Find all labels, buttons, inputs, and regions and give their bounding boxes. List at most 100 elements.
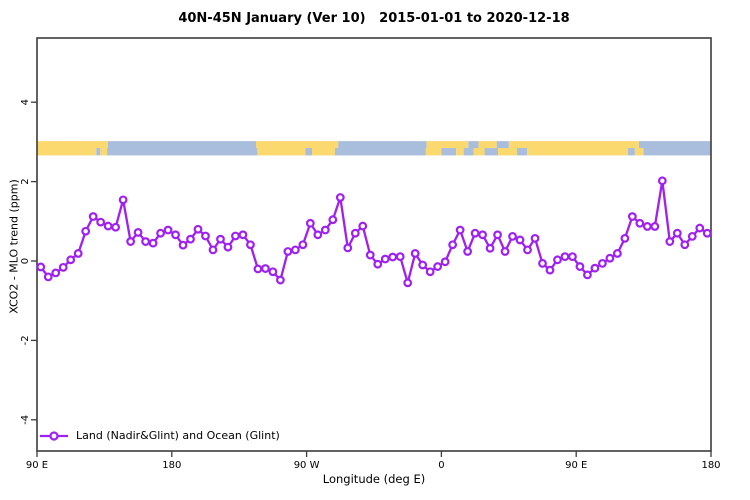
data-point-marker — [328, 215, 338, 225]
data-point-marker — [463, 247, 473, 256]
data-point-marker — [380, 254, 390, 264]
x-tick-label: 90 E — [565, 460, 587, 471]
data-point-marker — [553, 255, 562, 265]
map-band — [37, 141, 711, 156]
data-point-marker — [403, 278, 413, 288]
data-point-marker — [290, 245, 300, 255]
x-axis-ticks: 90 E 180 90 W 0 90 E 180 — [26, 451, 721, 471]
data-point-marker — [418, 260, 428, 270]
x-axis-label: Longitude (deg E) — [322, 472, 426, 486]
data-point-marker — [126, 237, 136, 246]
data-point-marker — [702, 228, 712, 238]
data-point-marker — [201, 231, 210, 241]
data-point-marker — [178, 240, 188, 250]
data-point-marker — [231, 231, 240, 241]
data-point-marker — [268, 267, 278, 277]
data-point-marker — [208, 245, 218, 255]
chart-title: 40N-45N January (Ver 10) 2015-01-01 to 2… — [178, 11, 570, 26]
data-point-marker — [373, 259, 383, 269]
data-point-marker — [253, 264, 263, 274]
data-point-marker — [598, 258, 607, 268]
data-point-marker — [216, 234, 225, 244]
data-point-marker — [43, 272, 53, 282]
data-point-marker — [642, 222, 652, 231]
data-point-marker — [335, 193, 345, 202]
data-point-marker — [575, 262, 585, 271]
data-series — [36, 176, 712, 288]
data-point-marker — [410, 249, 420, 258]
data-point-marker — [238, 230, 248, 240]
data-point-marker — [560, 252, 570, 262]
data-point-marker — [81, 226, 91, 236]
x-tick-label: 90 W — [294, 460, 320, 471]
data-point-marker — [433, 262, 443, 271]
x-tick-label: 0 — [438, 460, 444, 471]
x-tick-label: 180 — [701, 460, 720, 471]
data-point-marker — [103, 221, 113, 231]
data-point-marker — [627, 212, 637, 221]
y-tick-label: 0 — [20, 258, 31, 264]
data-point-marker — [275, 275, 285, 285]
data-point-marker — [111, 222, 121, 232]
data-point-marker — [508, 231, 517, 241]
data-point-marker — [193, 224, 203, 234]
data-point-marker — [186, 234, 195, 244]
data-point-marker — [523, 245, 532, 255]
data-point-marker — [88, 212, 98, 221]
data-point-marker — [133, 228, 143, 237]
data-point-marker — [612, 249, 622, 258]
data-point-marker — [425, 267, 435, 277]
data-point-marker — [223, 242, 233, 252]
data-point-marker — [51, 268, 61, 278]
data-point-marker — [590, 263, 600, 273]
data-point-marker — [440, 257, 450, 267]
data-point-marker — [343, 243, 353, 253]
data-point-marker — [583, 270, 592, 280]
data-point-marker — [298, 240, 308, 250]
data-point-marker — [672, 228, 682, 238]
y-tick-label: 2 — [20, 178, 31, 184]
data-point-marker — [358, 221, 368, 231]
data-point-marker — [545, 265, 555, 275]
data-point-marker — [485, 243, 495, 253]
y-axis-ticks: -4 -2 0 2 4 — [20, 99, 37, 425]
data-point-marker — [695, 223, 705, 233]
data-point-marker — [261, 264, 270, 273]
data-point-marker — [171, 230, 180, 240]
data-point-marker — [448, 240, 458, 250]
data-point-marker — [500, 247, 510, 256]
data-point-marker — [365, 250, 375, 260]
data-point-marker — [283, 247, 293, 256]
y-tick-label: -4 — [20, 415, 31, 425]
data-point-marker — [620, 233, 630, 243]
data-point-marker — [36, 262, 46, 272]
data-point-marker — [156, 228, 165, 238]
y-tick-label: 4 — [20, 99, 31, 105]
data-point-marker — [73, 249, 83, 258]
data-point-marker — [350, 228, 360, 238]
data-point-marker — [455, 225, 465, 235]
x-tick-label: 90 E — [26, 460, 48, 471]
data-point-marker — [118, 195, 128, 205]
data-point-marker — [635, 218, 645, 228]
data-point-marker — [470, 228, 480, 238]
data-point-marker — [246, 240, 255, 250]
data-point-marker — [388, 252, 398, 262]
data-point-marker — [665, 237, 675, 246]
data-point-marker — [395, 252, 405, 262]
data-point-marker — [96, 217, 106, 227]
y-tick-label: -2 — [20, 335, 31, 345]
legend-marker-icon — [40, 431, 68, 441]
data-point-marker — [530, 233, 540, 243]
data-point-marker — [538, 258, 547, 268]
data-point-marker — [515, 235, 525, 245]
data-point-marker — [605, 253, 615, 263]
data-point-marker — [478, 230, 487, 240]
data-point-marker — [66, 255, 76, 265]
data-point-marker — [650, 222, 660, 231]
data-point-marker — [305, 218, 315, 228]
legend-label: Land (Nadir&Glint) and Ocean (Glint) — [76, 429, 280, 442]
data-point-marker — [141, 237, 150, 246]
